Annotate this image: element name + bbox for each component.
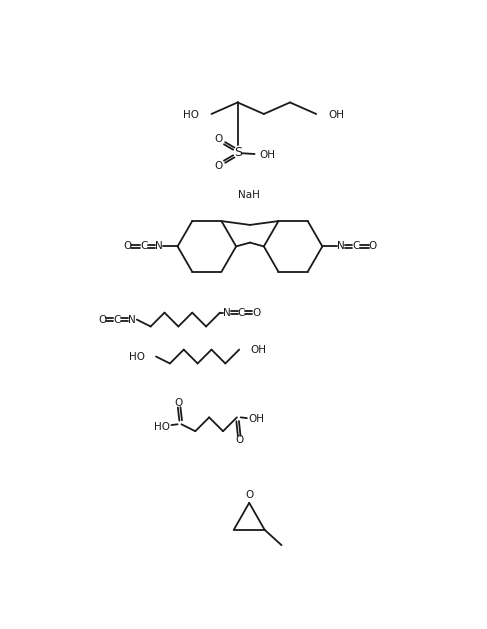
Text: HO: HO: [129, 352, 145, 362]
Text: O: O: [98, 314, 106, 325]
Text: S: S: [234, 146, 242, 159]
Text: N: N: [337, 242, 345, 252]
Text: N: N: [128, 314, 135, 325]
Text: HO: HO: [154, 421, 170, 431]
Text: O: O: [214, 133, 223, 143]
Text: O: O: [252, 308, 260, 318]
Text: OH: OH: [248, 414, 264, 424]
Text: O: O: [368, 242, 376, 252]
Text: OH: OH: [259, 150, 275, 160]
Text: C: C: [113, 314, 120, 325]
Text: O: O: [123, 242, 131, 252]
Text: HO: HO: [183, 109, 199, 120]
Text: C: C: [140, 242, 148, 252]
Text: C: C: [353, 242, 360, 252]
Text: OH: OH: [250, 345, 266, 355]
Text: NaH: NaH: [238, 190, 260, 200]
Text: O: O: [245, 490, 253, 500]
Text: O: O: [236, 435, 244, 445]
Text: O: O: [214, 162, 223, 171]
Text: O: O: [174, 398, 183, 408]
Text: OH: OH: [329, 109, 344, 120]
Text: C: C: [238, 308, 245, 318]
Text: N: N: [223, 308, 231, 318]
Text: N: N: [155, 242, 163, 252]
